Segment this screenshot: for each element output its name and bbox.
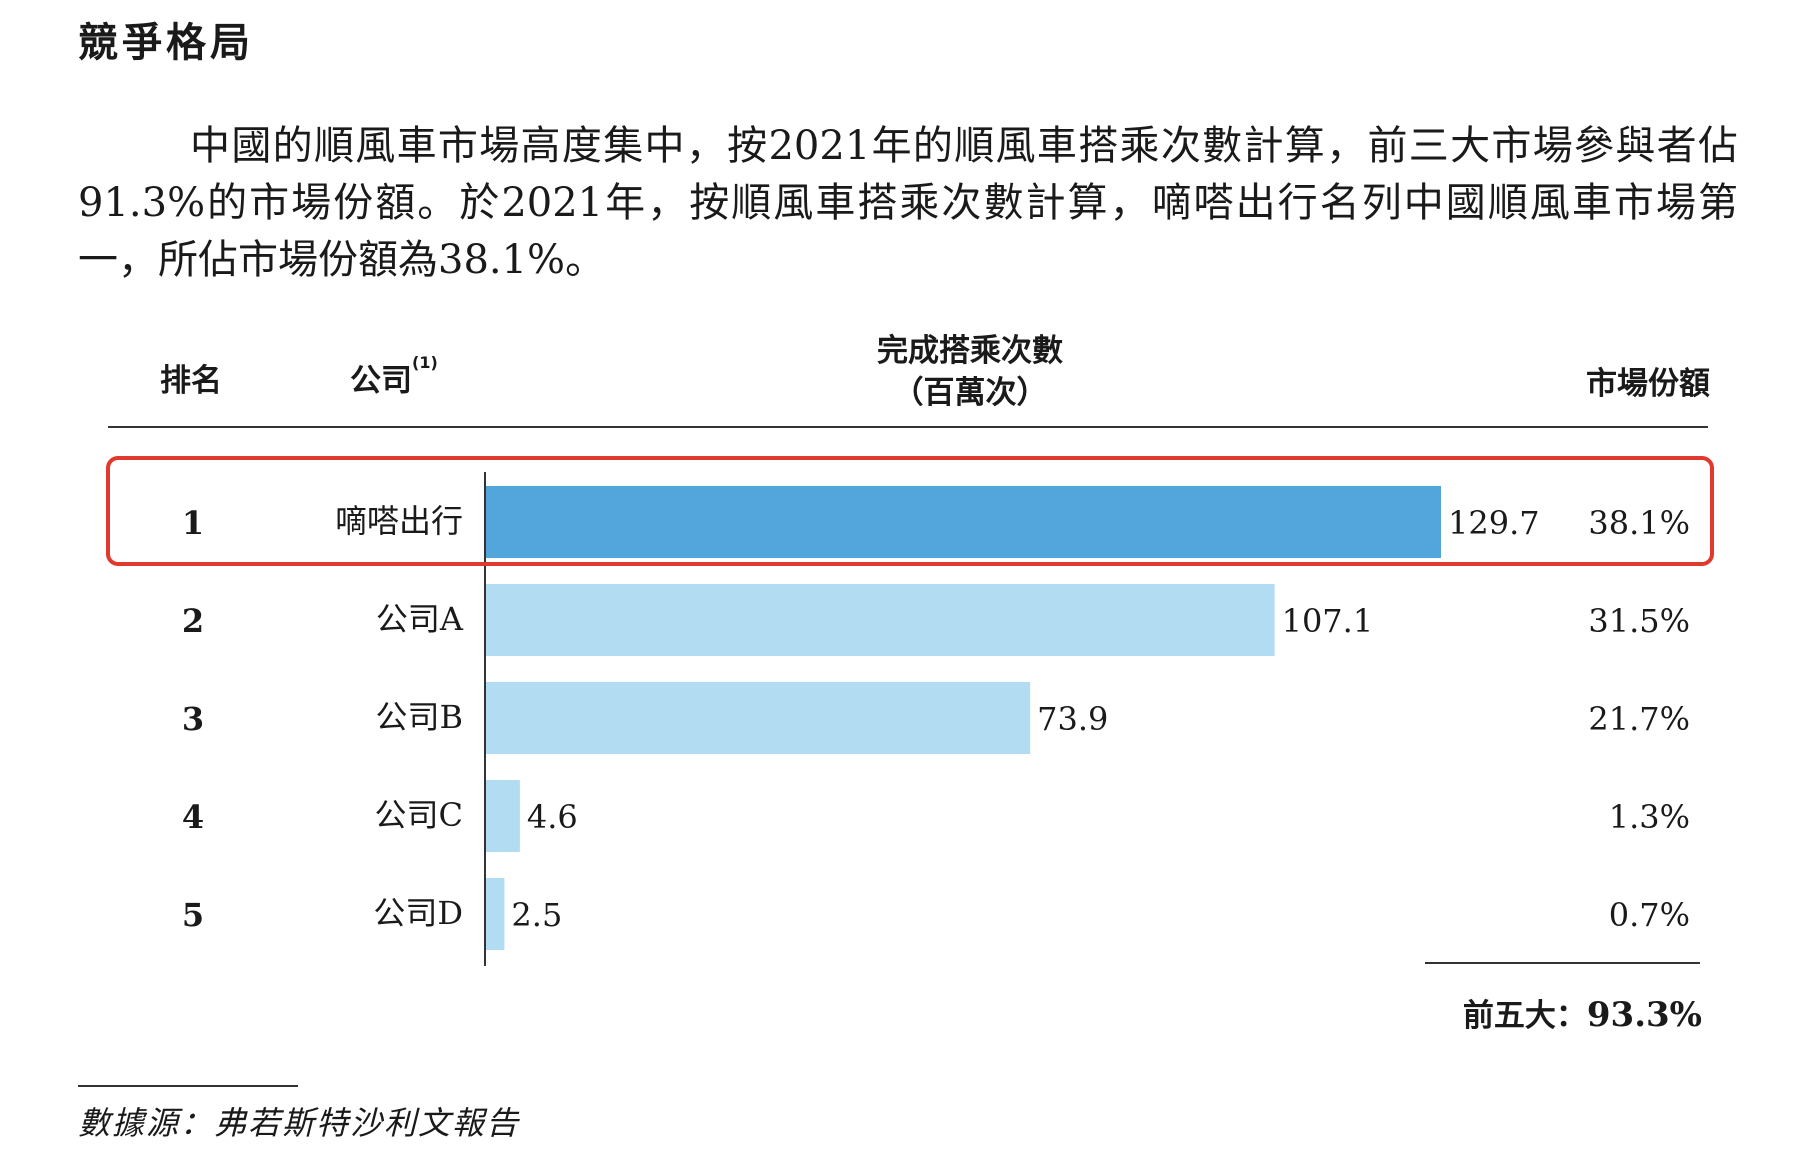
header-company-label: 公司 [350,363,412,399]
total-label: 前五大： [1462,998,1587,1034]
bar [486,780,520,852]
company-label: 公司C [375,796,464,834]
rank-label: 4 [182,798,204,836]
header-rides-line1: 完成搭乘次數 [877,333,1063,369]
total-summary: 前五大：93.3% [1380,990,1702,1035]
bar [486,584,1275,656]
share-label: 38.1% [1588,504,1690,542]
rank-label: 3 [182,700,204,738]
bar [486,878,505,950]
header-rank: 排名 [160,363,222,399]
header-company-footnote: (1) [412,353,438,372]
share-label: 31.5% [1588,602,1690,640]
rank-label: 1 [182,504,204,542]
total-value: 93.3% [1586,995,1702,1035]
company-label: 公司B [375,698,463,736]
value-label: 4.6 [527,798,578,836]
rank-label: 5 [182,896,204,934]
value-label: 107.1 [1282,602,1374,640]
header-rides-line2: （百萬次） [892,375,1048,411]
rank-label: 2 [182,602,204,640]
share-label: 21.7% [1588,700,1690,738]
section-title: 競爭格局 [78,19,254,66]
share-label: 1.3% [1609,798,1690,836]
company-label: 嘀嗒出行 [335,502,463,540]
highlight-box [106,456,1714,566]
header-rule [108,426,1708,428]
value-label: 129.7 [1448,504,1540,542]
value-label: 2.5 [511,896,562,934]
source-note: 數據源：弗若斯特沙利文報告 [78,1104,521,1142]
header-company: 公司(1) [350,353,438,400]
company-label: 公司A [376,600,464,638]
share-label: 0.7% [1609,896,1690,934]
bar [486,682,1031,754]
header-share: 市場份額 [1586,366,1710,402]
bar [486,486,1441,558]
company-label: 公司D [373,894,463,932]
intro-paragraph: 中國的順風車市場高度集中，按2021年的順風車搭乘次數計算，前三大市場參與者佔9… [78,123,1738,283]
source-rule [78,1085,298,1087]
value-label: 73.9 [1037,700,1108,738]
header-rides: 完成搭乘次數 （百萬次） [820,330,1120,414]
total-rule [1425,962,1700,964]
